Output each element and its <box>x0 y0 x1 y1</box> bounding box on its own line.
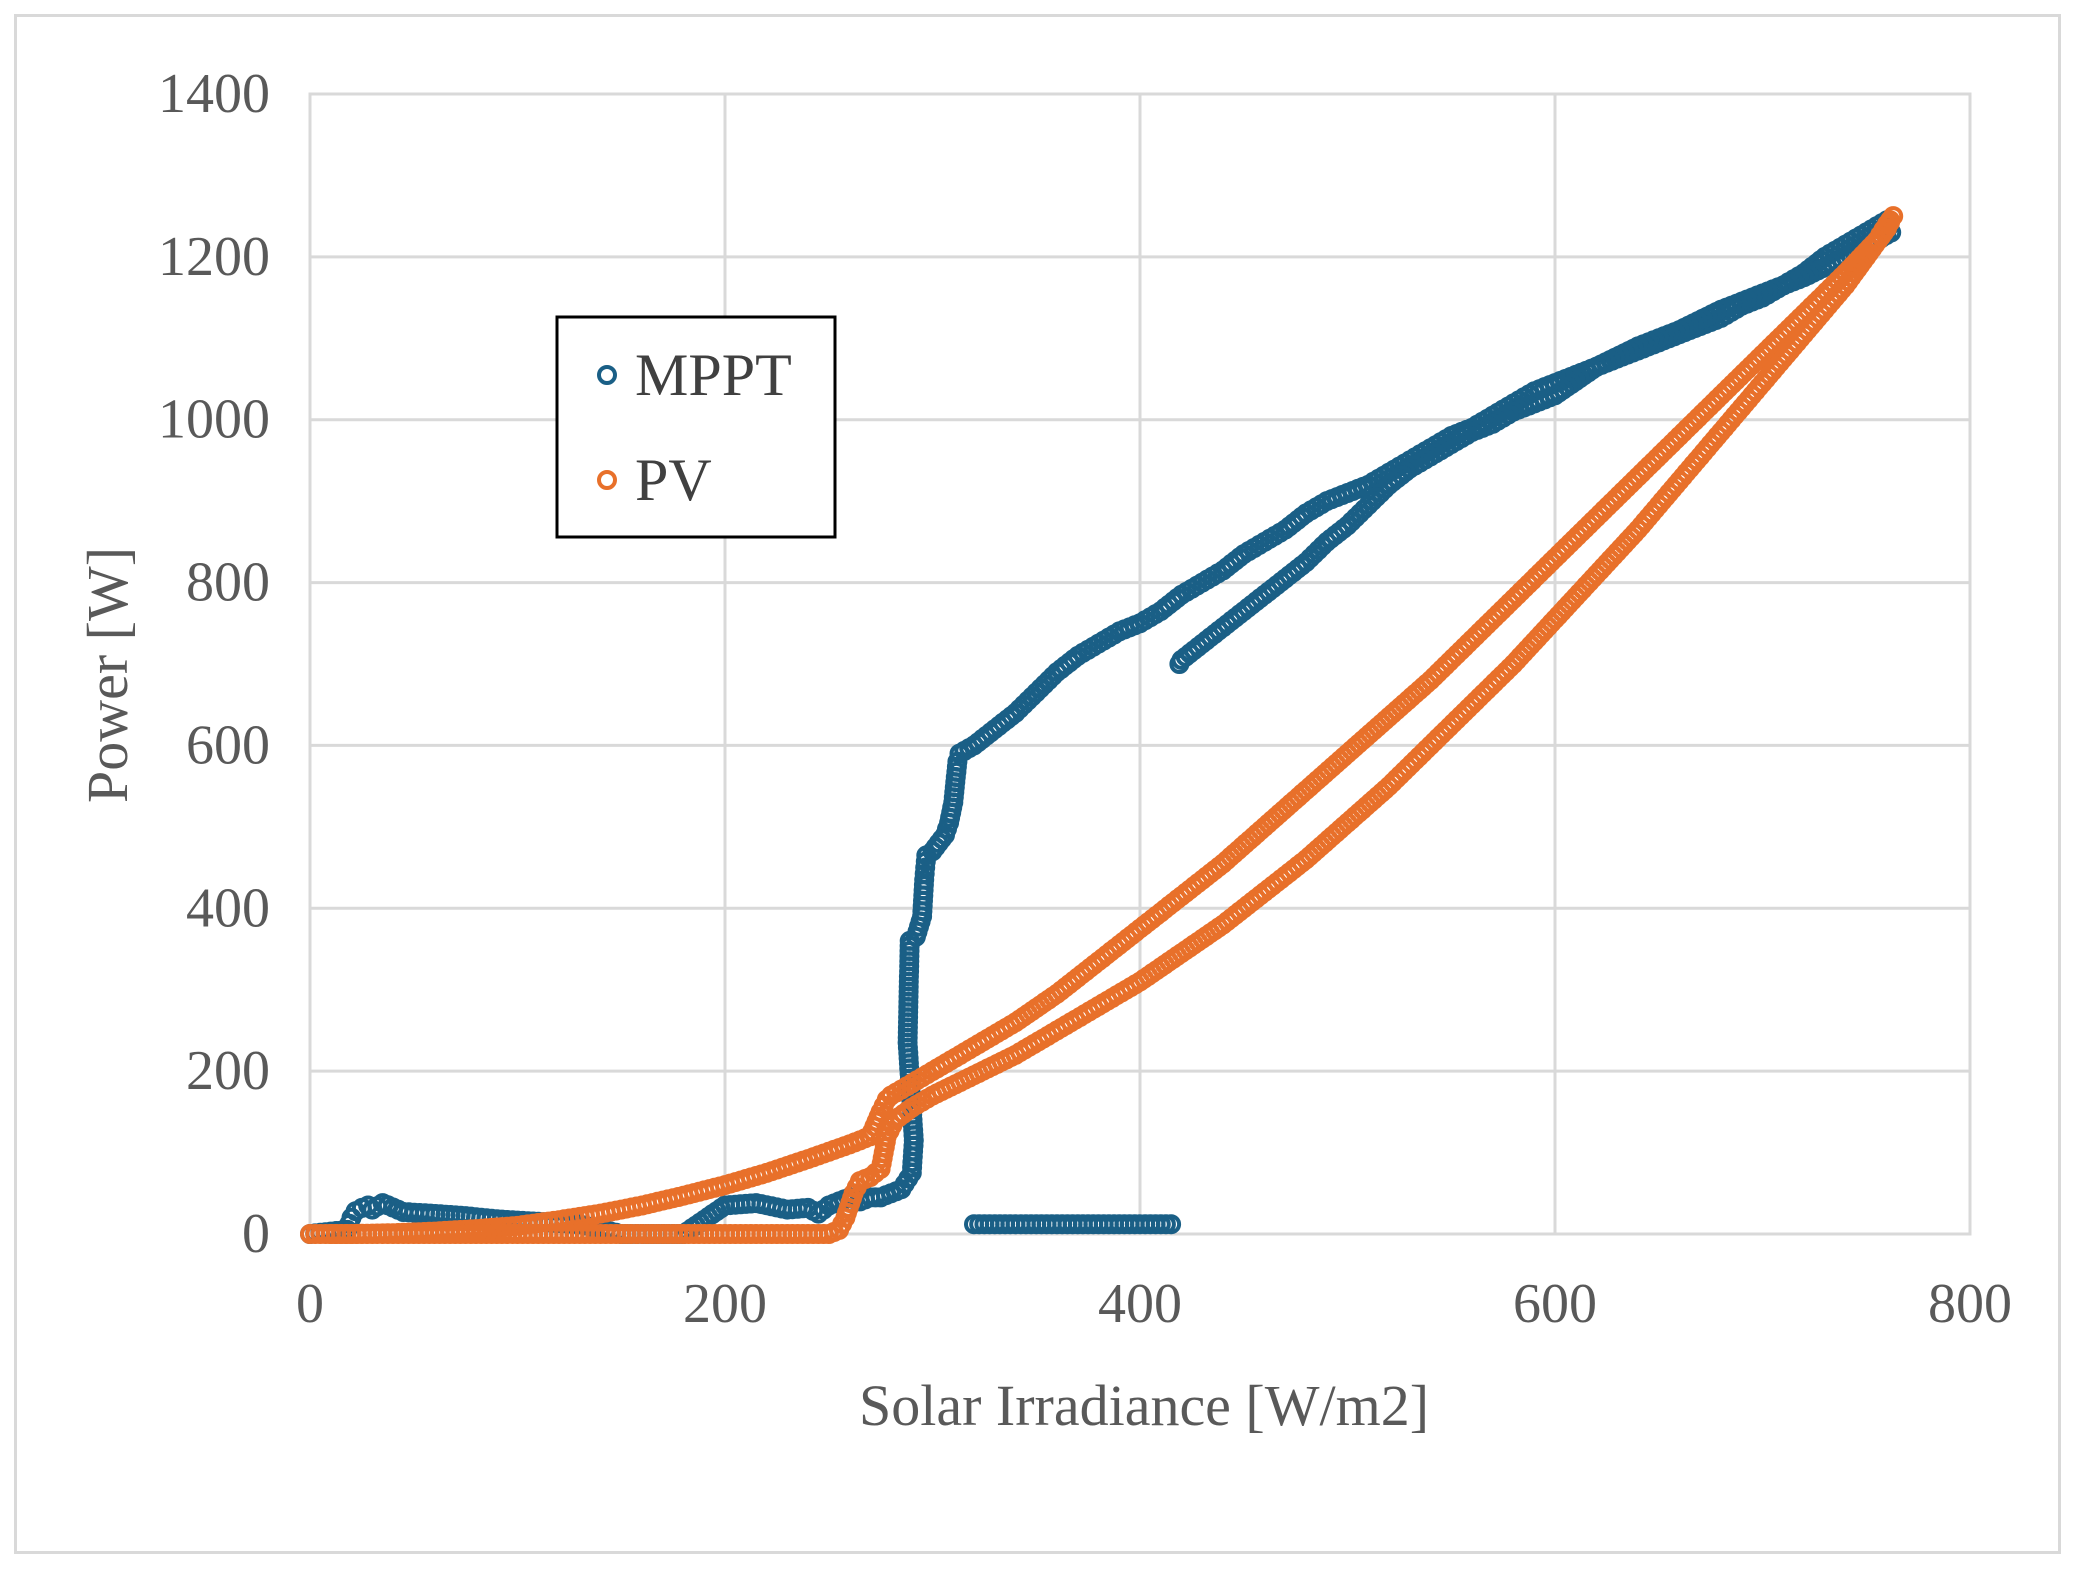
legend-label-mppt: MPPT <box>635 342 792 408</box>
series-pv <box>300 206 1904 1244</box>
y-tick-label: 1000 <box>158 389 270 451</box>
x-tick-label: 800 <box>1928 1273 2012 1335</box>
y-tick-label: 800 <box>186 552 270 614</box>
legend-box <box>555 315 837 539</box>
chart-svg: 0 200 400 600 800 1000 1200 1400 0 200 400 600 800 S… <box>75 63 2012 1438</box>
y-tick-label: 400 <box>186 877 270 939</box>
x-tick-label: 400 <box>1098 1273 1182 1335</box>
x-axis-title: Solar Irradiance [W/m2] <box>859 1373 1429 1438</box>
legend-marker-pv <box>597 470 617 490</box>
y-tick-label: 1400 <box>158 63 270 125</box>
data-point-mppt <box>1161 1214 1182 1235</box>
legend-label-pv: PV <box>635 447 712 513</box>
grid-layer <box>308 92 1972 1236</box>
chart-frame: 0 200 400 600 800 1000 1200 1400 0 200 400 600 800 S… <box>14 14 2061 1554</box>
y-tick-label: 600 <box>186 714 270 776</box>
y-tick-label: 1200 <box>158 226 270 288</box>
y-tick-label: 0 <box>242 1203 270 1265</box>
x-tick-label: 600 <box>1513 1273 1597 1335</box>
legend: MPPT PV <box>555 315 837 539</box>
x-tick-label: 200 <box>683 1273 767 1335</box>
series-mppt <box>300 210 1902 1244</box>
x-tick-label: 0 <box>296 1273 324 1335</box>
y-tick-label: 200 <box>186 1040 270 1102</box>
y-axis-title: Power [W] <box>75 547 140 803</box>
data-point-pv <box>320 1224 341 1244</box>
axis-layer: 0 200 400 600 800 1000 1200 1400 0 200 400 600 800 <box>158 63 2012 1335</box>
legend-marker-mppt <box>597 365 617 385</box>
series-layer <box>300 206 1904 1244</box>
data-point-mppt <box>1169 654 1190 674</box>
